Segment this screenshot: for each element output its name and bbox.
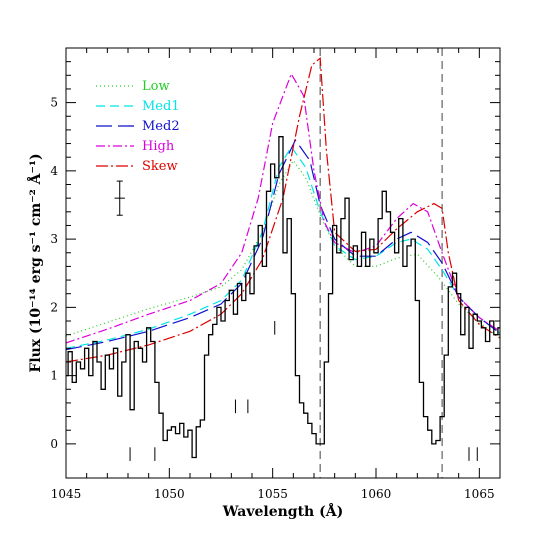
series-high <box>66 72 500 344</box>
plot-frame <box>65 47 501 479</box>
x-tick-label: 1055 <box>257 487 288 501</box>
x-tick-label: 1050 <box>154 487 185 501</box>
y-axis-label: Flux (10⁻¹⁴ erg s⁻¹ cm⁻² Å⁻¹) <box>26 153 44 372</box>
x-tick-label: 1065 <box>464 487 495 501</box>
series-observed <box>66 136 500 459</box>
legend-label-med1: Med1 <box>142 99 180 114</box>
legend-label-med2: Med2 <box>142 119 180 134</box>
x-axis-label: Wavelength (Å) <box>222 502 343 520</box>
legend: Low Med1 Med2 High Skew <box>96 79 180 174</box>
y-tick-label: 1 <box>50 369 58 383</box>
absorption-markers <box>129 321 478 461</box>
series-med2 <box>66 138 500 351</box>
x-tick-label: 1060 <box>361 487 392 501</box>
series-med1 <box>66 145 500 349</box>
series-skew <box>66 56 500 363</box>
x-tick-label: 1045 <box>51 487 82 501</box>
y-tick-label: 5 <box>50 96 58 110</box>
series-low <box>66 159 500 339</box>
y-tick-label: 2 <box>50 300 58 314</box>
legend-label-low: Low <box>142 79 170 94</box>
model-curves <box>66 56 500 363</box>
y-tick-label: 0 <box>50 437 58 451</box>
axis-tick-labels: 1045 1050 1055 1060 1065 0 1 2 3 4 5 <box>50 96 494 501</box>
legend-label-skew: Skew <box>142 159 178 174</box>
y-tick-label: 4 <box>50 164 58 178</box>
observed-spectrum <box>66 136 500 459</box>
axis-ticks <box>65 48 501 478</box>
legend-label-high: High <box>142 139 175 154</box>
error-bar <box>114 180 125 216</box>
y-tick-label: 3 <box>50 232 58 246</box>
